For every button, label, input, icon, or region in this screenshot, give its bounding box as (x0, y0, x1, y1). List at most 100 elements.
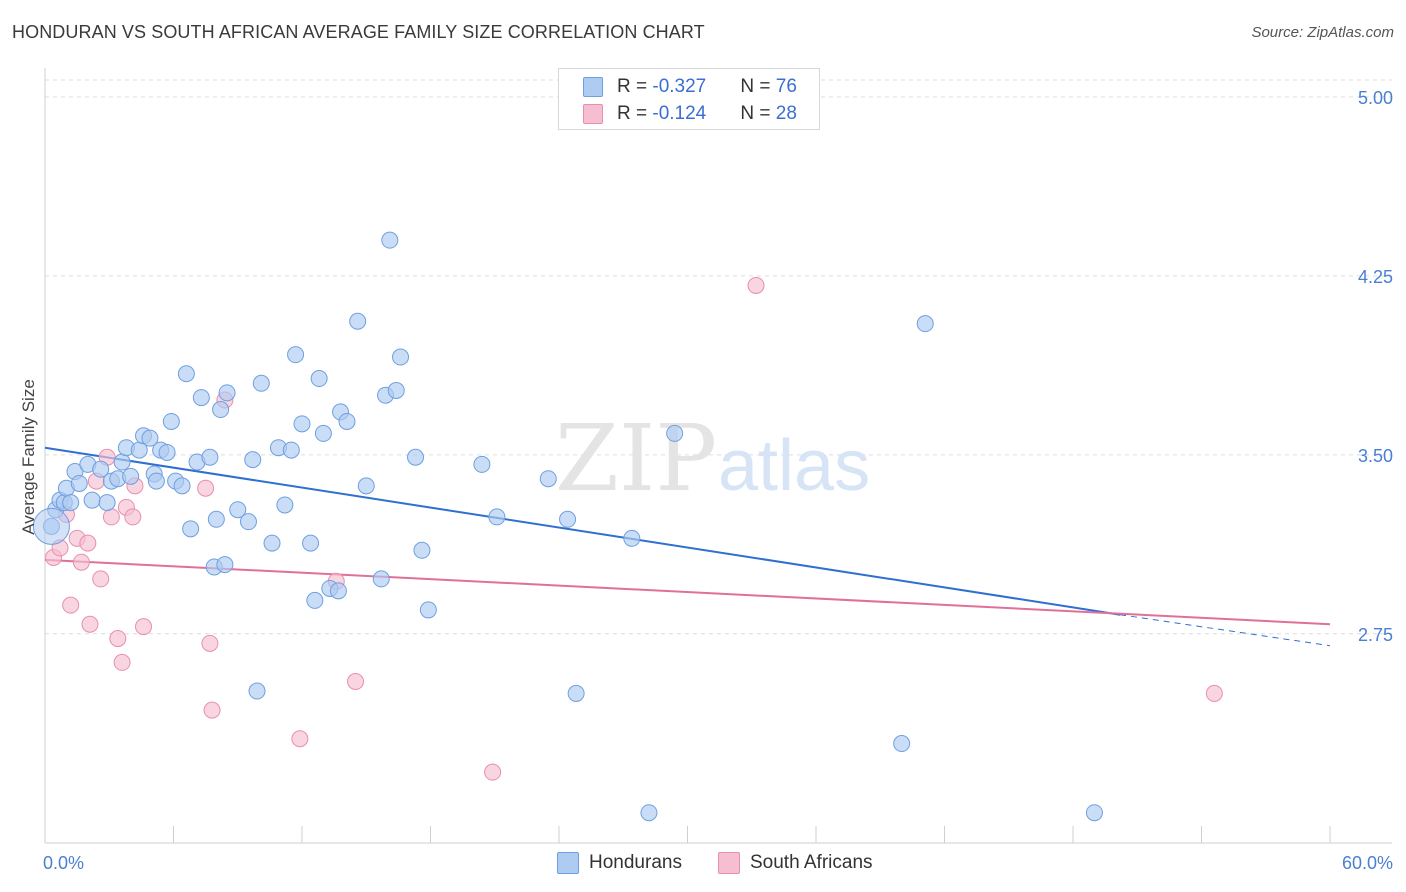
honduran-point (218, 384, 236, 402)
south-african-point (484, 763, 502, 781)
honduran-point (473, 455, 491, 473)
source-label: Source: ZipAtlas.com (1251, 24, 1394, 41)
south-africans-trend-line (44, 558, 1331, 626)
bottom-legend-hondurans[interactable]: Hondurans (557, 852, 682, 874)
legend-r-label: R = (617, 76, 653, 97)
south-african-point (102, 508, 120, 526)
bottom-legend: Hondurans South Africans (0, 852, 1406, 878)
honduran-point (310, 370, 328, 388)
legend-r-label: R = (617, 103, 653, 124)
honduran-point (147, 472, 165, 490)
legend-r-value: -0.124 (652, 103, 707, 124)
honduran-point (177, 365, 195, 383)
bottom-legend-label-hondurans: Hondurans (589, 852, 682, 873)
trend-layer (44, 446, 1331, 647)
honduran-point (158, 443, 176, 461)
honduran-point (293, 415, 311, 433)
legend-n-label: N = (740, 76, 776, 97)
bottom-legend-swatch-south-africans (718, 852, 740, 874)
south-african-point (203, 701, 221, 719)
hondurans-points (32, 231, 1103, 822)
honduran-point (70, 474, 88, 492)
axis-layer: 2.75 3.50 4.25 5.00 (44, 68, 1393, 844)
honduran-point (113, 453, 131, 471)
honduran-point (666, 424, 684, 442)
honduran-point (216, 556, 234, 574)
honduran-point (192, 389, 210, 407)
south-african-point (62, 596, 80, 614)
legend-row-south-africans: R = -0.124 N = 28 (583, 101, 797, 127)
honduran-point (539, 470, 557, 488)
south-african-point (291, 730, 309, 748)
hondurans-trend-line (44, 446, 1121, 616)
south-africans-points (45, 276, 1223, 781)
honduran-point (413, 541, 431, 559)
honduran-point (239, 513, 257, 531)
honduran-point (559, 510, 577, 528)
south-african-point (747, 276, 765, 294)
grid-layer (45, 79, 1392, 635)
legend-row-hondurans: R = -0.327 N = 76 (583, 74, 797, 100)
y-tick-label: 5.00 (1358, 88, 1393, 108)
south-african-point (79, 534, 97, 552)
watermark-zip: ZIP (555, 405, 717, 512)
honduran-point (1085, 804, 1103, 822)
honduran-point-cluster (32, 507, 70, 545)
south-african-point (197, 479, 215, 497)
honduran-point (302, 534, 320, 552)
y-tick-label: 3.50 (1358, 446, 1393, 466)
honduran-point (282, 441, 300, 459)
y-tick-label: 2.75 (1358, 625, 1393, 645)
bottom-legend-south-africans[interactable]: South Africans (718, 852, 873, 874)
honduran-point (392, 348, 410, 366)
honduran-point (252, 374, 270, 392)
honduran-point (141, 429, 159, 447)
legend-r-value: -0.327 (652, 76, 707, 97)
honduran-point (488, 508, 506, 526)
south-african-point (113, 653, 131, 671)
honduran-point (372, 570, 390, 588)
y-tick-label: 4.25 (1358, 267, 1393, 287)
honduran-point (567, 684, 585, 702)
honduran-point (162, 412, 180, 430)
south-african-point (109, 630, 127, 648)
honduran-point (207, 510, 225, 528)
watermark: ZIP atlas (555, 405, 870, 512)
bottom-legend-swatch-hondurans (557, 852, 579, 874)
honduran-point (122, 467, 140, 485)
chart-title: HONDURAN VS SOUTH AFRICAN AVERAGE FAMILY… (12, 22, 705, 42)
legend-swatch-hondurans (583, 77, 603, 97)
honduran-point (329, 582, 347, 600)
honduran-point (212, 401, 230, 419)
honduran-point (263, 534, 281, 552)
legend-n-value: 28 (775, 103, 797, 124)
honduran-point (623, 529, 641, 547)
legend-n-value: 76 (775, 76, 797, 97)
watermark-atlas: atlas (718, 426, 870, 506)
x-tick-label-min: 0.0% (43, 853, 84, 873)
south-african-point (92, 570, 110, 588)
honduran-point (357, 477, 375, 495)
south-african-point (201, 634, 219, 652)
honduran-point (338, 412, 356, 430)
honduran-point (419, 601, 437, 619)
honduran-point (83, 491, 101, 509)
south-african-point (72, 553, 90, 571)
honduran-point (98, 494, 116, 512)
honduran-point (92, 460, 110, 478)
south-african-point (135, 618, 153, 636)
honduran-point (287, 346, 305, 364)
south-african-point (124, 508, 142, 526)
honduran-point (229, 501, 247, 519)
south-african-point (81, 615, 99, 633)
honduran-point (244, 451, 262, 469)
honduran-point (182, 520, 200, 538)
honduran-point (173, 477, 191, 495)
honduran-point (248, 682, 266, 700)
bottom-legend-label-south-africans: South Africans (750, 852, 873, 873)
honduran-point (893, 735, 911, 753)
honduran-point (916, 315, 934, 333)
hondurans-trend-extension (1120, 614, 1331, 647)
honduran-point (381, 231, 399, 249)
